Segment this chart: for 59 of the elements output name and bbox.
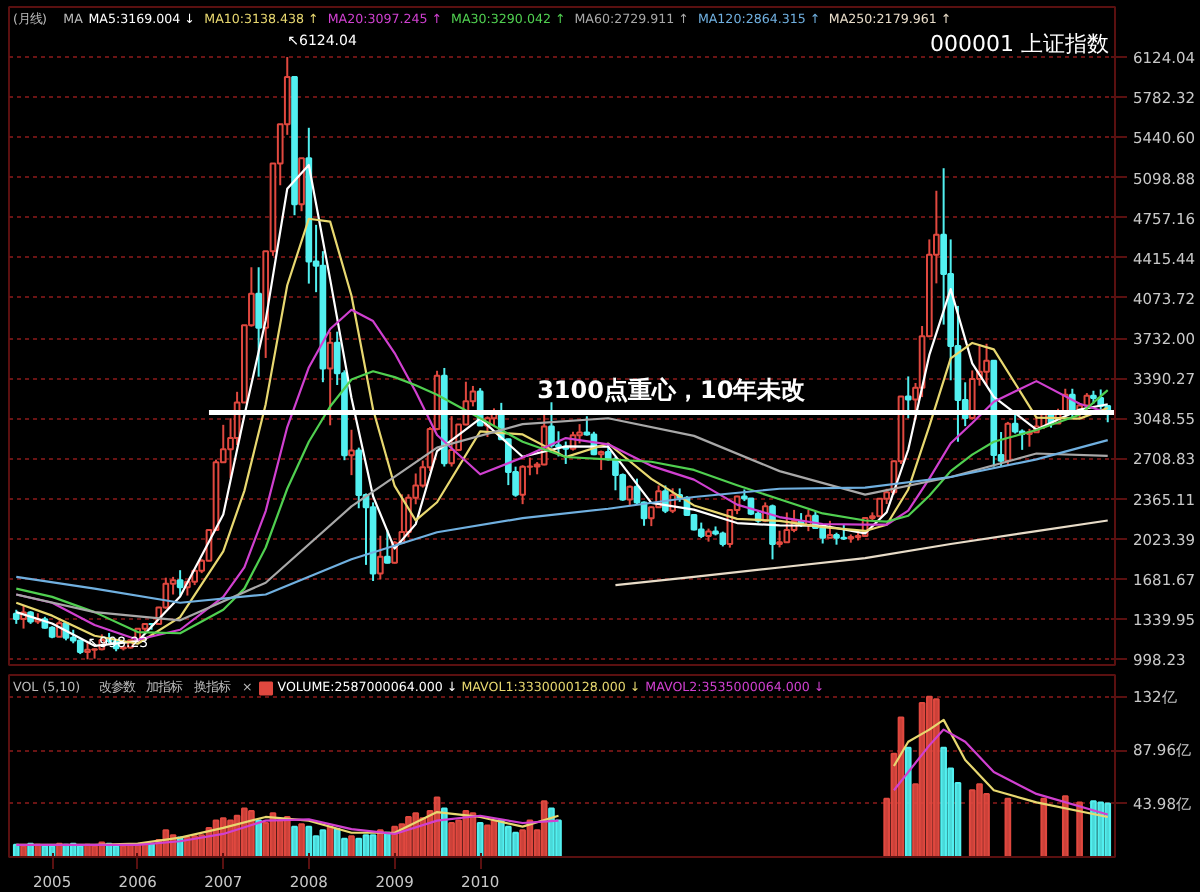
bar (540, 800, 548, 857)
bar (255, 819, 262, 857)
bar (298, 823, 305, 857)
candlestick (384, 528, 391, 565)
candlestick (983, 342, 990, 387)
bar (333, 828, 341, 857)
bar (440, 807, 448, 857)
line-series (15, 417, 1109, 622)
candlestick (376, 534, 384, 581)
bar (548, 807, 555, 857)
line-series (614, 519, 1109, 587)
bar (326, 825, 334, 857)
bar (120, 845, 127, 857)
bar (940, 746, 947, 857)
candlestick (783, 511, 791, 544)
bar (384, 831, 391, 857)
bar (76, 845, 84, 857)
bar (1104, 802, 1112, 857)
bar (412, 812, 420, 857)
bar (484, 824, 491, 857)
text: 000001 上证指数 (930, 31, 1110, 57)
candlestick (576, 423, 583, 445)
bar (968, 789, 976, 857)
bar (305, 825, 313, 857)
candlestick (348, 428, 355, 477)
bar (283, 815, 291, 857)
bar (512, 831, 519, 857)
candlestick (176, 569, 184, 597)
line-series (15, 439, 1109, 604)
bar (348, 835, 355, 857)
bar (448, 822, 455, 857)
bar (976, 783, 983, 857)
bar (497, 819, 505, 857)
bar (276, 819, 284, 857)
bar (20, 845, 27, 857)
bar (1076, 801, 1083, 857)
candlestick (548, 401, 555, 449)
line-series (15, 370, 1109, 635)
bar (1040, 797, 1048, 857)
candlestick (519, 464, 526, 506)
bar (1061, 795, 1069, 857)
candlestick (904, 375, 912, 420)
bar (1090, 800, 1097, 857)
candlestick (326, 330, 334, 427)
bar (925, 695, 933, 857)
bar (476, 822, 484, 857)
bar (1097, 801, 1105, 857)
bar (504, 825, 512, 857)
bar (291, 825, 298, 857)
bar (12, 843, 20, 857)
bar (355, 837, 363, 857)
candlestick (448, 415, 455, 468)
bar (904, 746, 912, 857)
annotation: 3100点重心，10年未改 (537, 376, 808, 405)
candlestick (255, 266, 262, 378)
bar (933, 698, 940, 857)
bar (341, 837, 348, 857)
candlestick (298, 157, 305, 213)
bar (91, 845, 98, 857)
